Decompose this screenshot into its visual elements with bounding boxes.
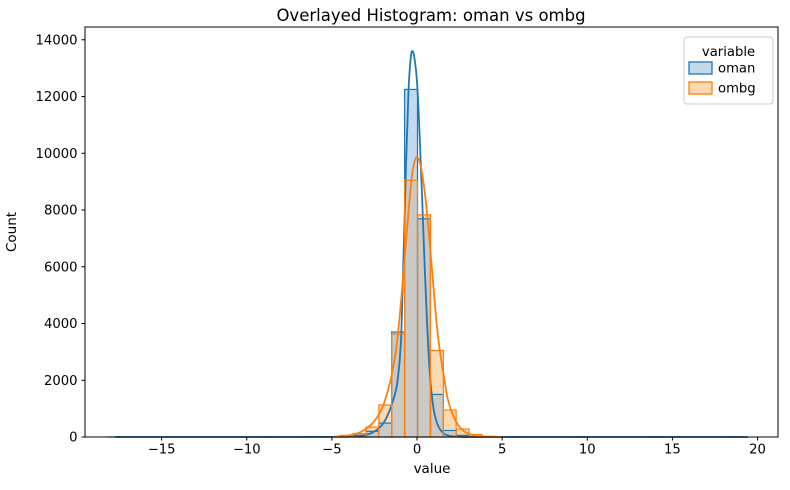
y-axis: 0 2000 4000 6000 8000 10000 12000 14000 <box>36 33 85 446</box>
x-axis: −15 −10 −5 0 5 10 15 20 <box>148 437 766 458</box>
legend-label-ombg: ombg <box>718 82 756 97</box>
x-tick-label: −5 <box>322 443 341 458</box>
bar-overlap <box>365 431 379 437</box>
kde-ombg <box>332 156 502 438</box>
bar-fill-ombg <box>456 429 470 437</box>
x-tick-label: −10 <box>233 443 261 458</box>
legend-swatch-ombg <box>688 81 713 95</box>
y-tick-label: 4000 <box>44 317 78 332</box>
bar-overlap <box>391 334 405 437</box>
bar-overlap <box>417 218 431 437</box>
chart-title: Overlayed Histogram: oman vs ombg <box>276 6 585 25</box>
x-tick-label: 10 <box>579 443 596 458</box>
legend: variable oman ombg <box>683 36 774 105</box>
bar-overlap <box>378 423 392 437</box>
plot-border <box>84 26 779 438</box>
x-tick-label: 5 <box>498 443 506 458</box>
legend-swatch-oman <box>688 61 713 75</box>
series-ombg <box>332 156 502 438</box>
y-tick-label: 2000 <box>44 374 78 389</box>
x-tick-label: 20 <box>749 443 766 458</box>
bar-overlap <box>404 180 418 437</box>
legend-title: variable <box>702 45 755 60</box>
bar-overlap <box>443 430 457 437</box>
x-tick-label: 0 <box>413 443 421 458</box>
y-tick-label: 10000 <box>36 147 78 162</box>
y-tick-label: 8000 <box>44 204 78 219</box>
y-tick-label: 12000 <box>36 90 78 105</box>
y-tick-label: 14000 <box>36 33 78 48</box>
y-tick-label: 6000 <box>44 260 78 275</box>
x-tick-label: −15 <box>148 443 176 458</box>
y-tick-label: 0 <box>69 431 77 446</box>
y-axis-label: Count <box>4 212 20 252</box>
x-tick-label: 15 <box>664 443 681 458</box>
legend-label-oman: oman <box>718 62 755 77</box>
x-axis-label: value <box>414 461 451 477</box>
